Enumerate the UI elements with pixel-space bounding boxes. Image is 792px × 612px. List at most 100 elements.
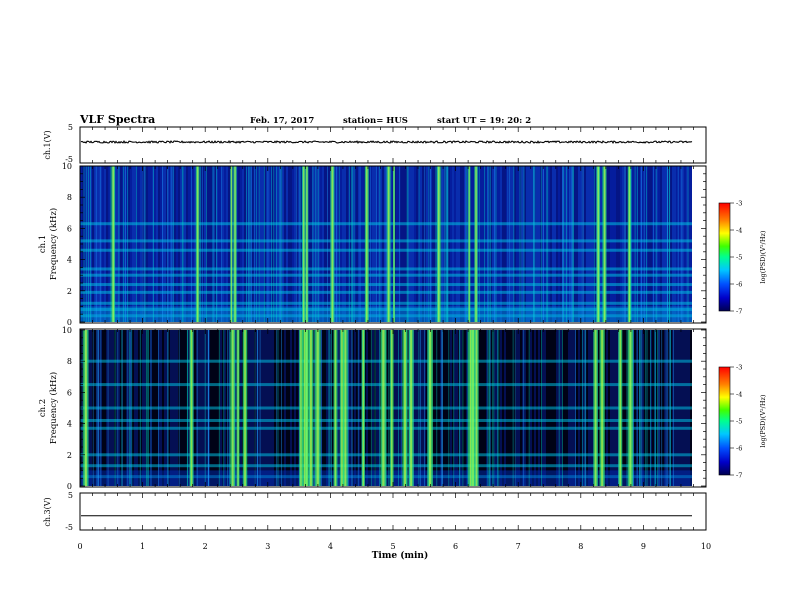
noise-column <box>592 166 594 322</box>
sferic-line <box>493 330 495 486</box>
noise-column <box>456 166 458 322</box>
noise-column <box>600 166 602 322</box>
y-tick-label: 2 <box>67 451 72 460</box>
sferic-line <box>467 166 469 322</box>
sferic-line <box>573 166 574 322</box>
sferic-line <box>121 330 123 486</box>
noise-column <box>672 166 674 322</box>
x-axis-label: Time (min) <box>372 550 429 561</box>
sferic-line <box>182 166 184 322</box>
noise-column <box>528 166 530 322</box>
ch2-colorbar-gradient <box>718 366 731 476</box>
noise-column <box>340 166 342 322</box>
sferic-line <box>634 166 636 322</box>
y-tick-label: 10 <box>62 326 72 335</box>
noise-column <box>454 166 456 322</box>
sferic-line <box>630 166 632 322</box>
sferic-line <box>498 330 500 486</box>
burst-core <box>475 330 478 486</box>
sferic-line <box>436 330 438 486</box>
noise-column <box>278 166 280 322</box>
noise-column <box>186 166 188 322</box>
noise-column <box>108 166 110 322</box>
noise-column <box>544 166 546 322</box>
noise-column <box>314 166 316 322</box>
noise-column <box>350 166 352 322</box>
burst-core <box>334 330 337 486</box>
ch1-waveform-trace <box>80 140 693 145</box>
noise-column <box>414 166 416 322</box>
noise-column <box>614 166 616 322</box>
sferic-line <box>657 330 659 486</box>
sferic-line <box>488 330 490 486</box>
sferic-line <box>158 330 159 486</box>
sferic-line <box>144 166 146 322</box>
noise-column <box>238 166 240 322</box>
noise-column <box>236 166 238 322</box>
noise-column <box>320 166 322 322</box>
burst-core <box>390 330 393 486</box>
sferic-line <box>330 330 332 486</box>
sferic-line <box>418 330 420 486</box>
noise-column <box>446 166 448 322</box>
sferic-line <box>465 166 467 322</box>
sferic-line <box>654 330 656 486</box>
noise-column <box>310 166 312 322</box>
sferic-line <box>385 166 387 322</box>
sferic-line <box>376 166 377 322</box>
sferic-line <box>639 330 641 486</box>
sferic-line <box>351 166 352 322</box>
sferic-line <box>509 166 511 322</box>
sferic-line <box>399 166 401 322</box>
sferic-line <box>625 166 626 322</box>
sferic-line <box>271 166 273 322</box>
sferic-line <box>218 330 220 486</box>
sferic-line <box>533 166 534 322</box>
noise-column <box>662 166 664 322</box>
noise-column <box>482 166 484 322</box>
sferic-line <box>489 330 491 486</box>
colorbar-tick-label: -5 <box>736 254 742 262</box>
sferic-line <box>487 166 488 322</box>
sferic-line <box>487 330 489 486</box>
noise-column <box>464 166 466 322</box>
noise-column <box>130 166 132 322</box>
burst-core <box>190 330 193 486</box>
sferic-line <box>277 330 279 486</box>
date-label: Feb. 17, 2017 <box>250 116 314 126</box>
colorbar-tick-label: -6 <box>736 445 742 453</box>
noise-column <box>262 166 264 322</box>
noise-column <box>502 166 504 322</box>
sferic-line <box>563 166 564 322</box>
sferic-line <box>565 166 567 322</box>
sferic-line <box>424 166 426 322</box>
noise-column <box>460 166 462 322</box>
sferic-line <box>641 166 642 322</box>
burst-core <box>468 166 470 322</box>
sferic-line <box>281 166 283 322</box>
noise-column <box>316 166 318 322</box>
sferic-line <box>441 330 443 486</box>
ch2-colorbar-label: log(PSD)(V²/Hz) <box>759 394 767 447</box>
sferic-line <box>582 166 584 322</box>
ch1-spectrogram-ylabel-channel: ch.1 <box>38 235 48 253</box>
sferic-line <box>146 330 147 486</box>
noise-column <box>492 166 494 322</box>
sferic-line <box>204 330 206 486</box>
burst-core <box>601 330 604 486</box>
noise-column <box>452 166 454 322</box>
sferic-line <box>581 166 583 322</box>
sferic-line <box>370 330 372 486</box>
noise-column <box>632 166 634 322</box>
sferic-line <box>655 166 657 322</box>
sferic-line <box>646 330 648 486</box>
sferic-line <box>146 330 148 486</box>
noise-column <box>360 166 362 322</box>
x-tick-label: 2 <box>203 542 208 551</box>
sferic-line <box>351 330 353 486</box>
noise-column <box>480 166 482 322</box>
noise-column <box>496 166 498 322</box>
noise-column <box>356 166 358 322</box>
sferic-line <box>107 330 109 486</box>
noise-column <box>158 166 160 322</box>
